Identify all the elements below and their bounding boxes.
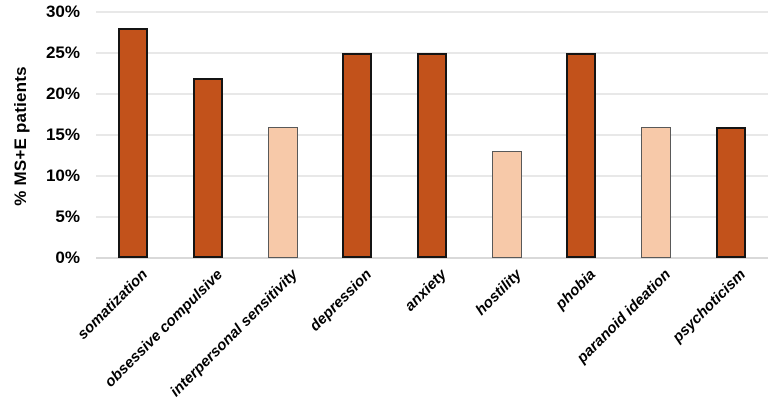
- y-tick-label: 5%: [55, 207, 80, 226]
- y-tick-label: 25%: [45, 43, 80, 62]
- x-axis-line: [96, 257, 768, 259]
- bar-obsessive-compulsive: [193, 77, 223, 258]
- y-tick-label: 20%: [45, 84, 80, 103]
- y-tick-label: 15%: [45, 125, 80, 144]
- y-tick-label: 10%: [45, 166, 80, 185]
- x-category-label: somatization: [74, 266, 152, 343]
- y-tick-label: 30%: [45, 2, 80, 21]
- bar-anxiety: [417, 53, 447, 258]
- bar-psychoticism: [715, 126, 746, 258]
- bar-depression: [342, 53, 373, 258]
- bar-paranoid-ideation: [641, 126, 671, 258]
- bar-somatization: [118, 28, 149, 258]
- bar-phobia: [566, 53, 597, 258]
- bar-interpersonal-sensitivity: [267, 126, 298, 258]
- y-tick-label: 0%: [55, 248, 80, 267]
- gridline: [96, 11, 768, 13]
- bar-hostility: [491, 151, 522, 258]
